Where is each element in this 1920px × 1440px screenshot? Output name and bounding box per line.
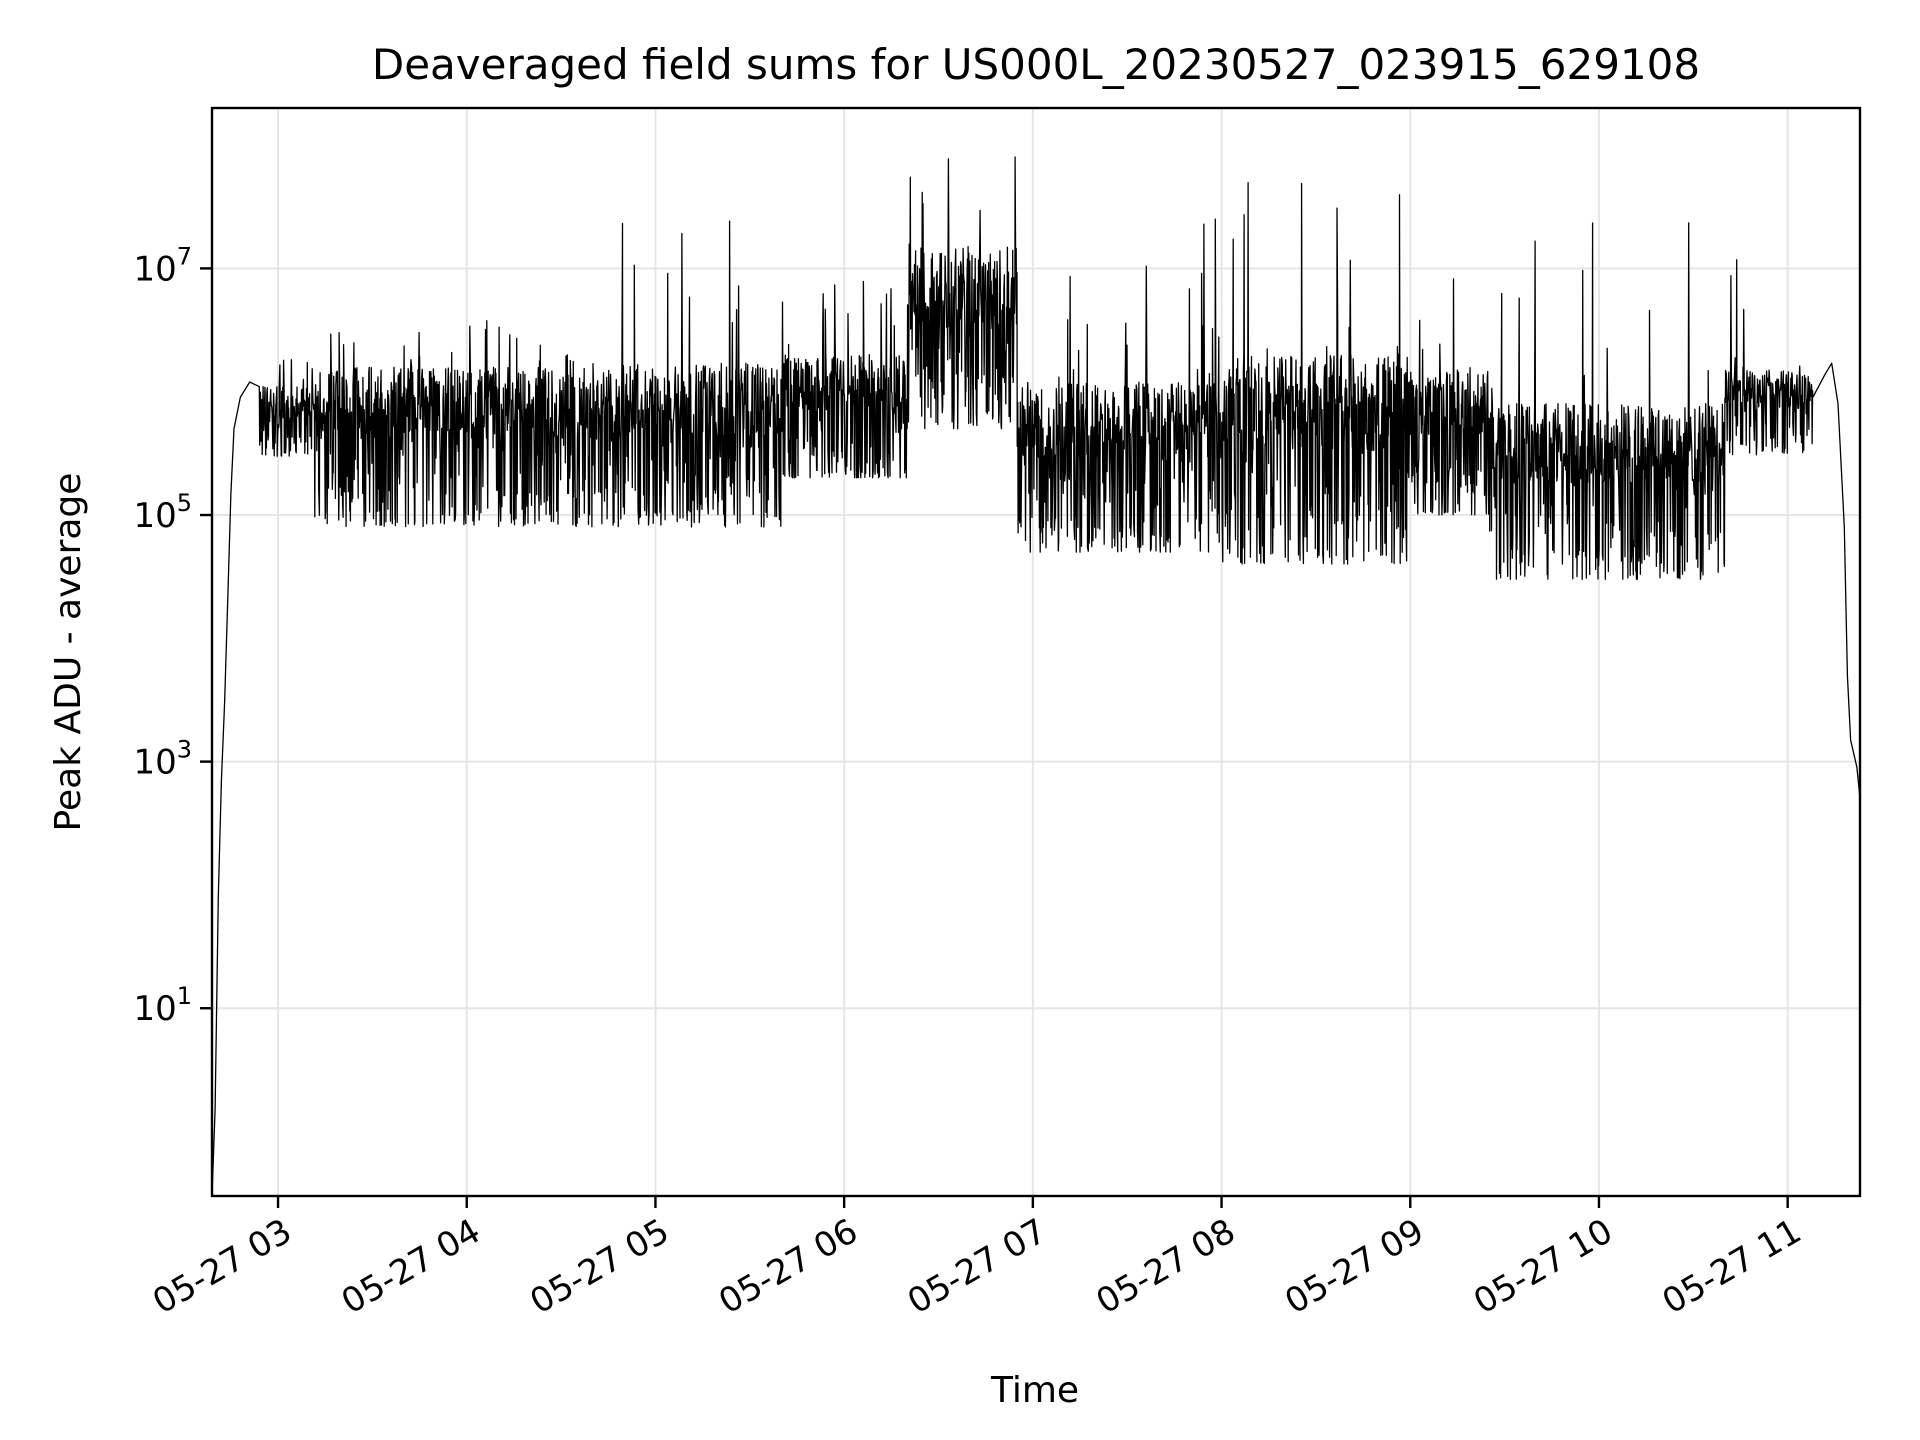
series-line [211,156,1861,1197]
grid-layer [212,108,1860,1196]
y-tick-label: 107 [133,242,192,289]
y-tick-layer: 101 103 105 107 [133,242,212,1029]
plot-frame [210,106,1862,1198]
y-tick-label: 101 [133,982,192,1029]
chart-title: Deaveraged field sums for US000L_2023052… [372,40,1700,89]
series-layer [211,156,1861,1197]
y-axis-label: Peak ADU - average [48,473,89,832]
y-tick-label: 105 [133,489,192,536]
y-tick-label: 103 [133,736,192,783]
x-axis-label: Time [990,1370,1079,1411]
